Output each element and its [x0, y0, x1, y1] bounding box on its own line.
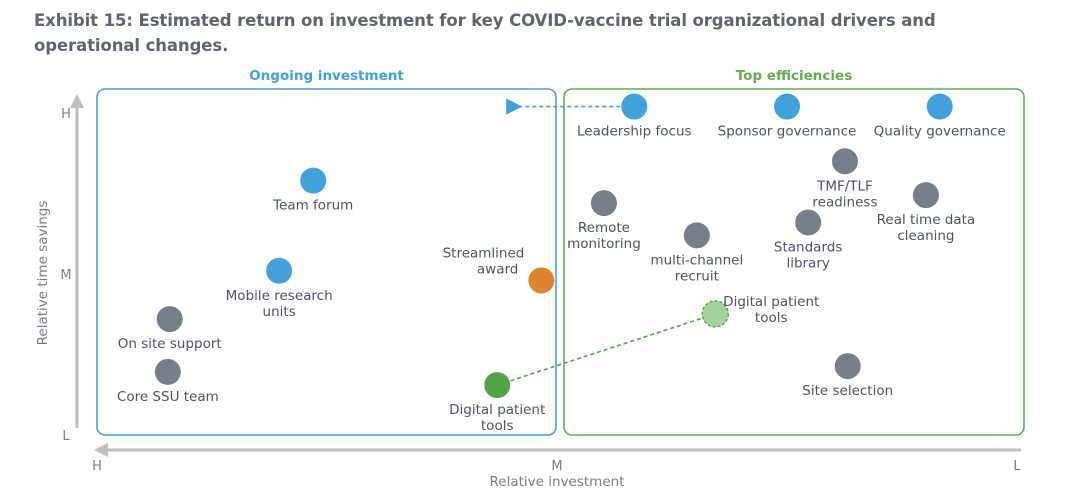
- label-line: Remote: [578, 220, 630, 236]
- label-line: Team forum: [272, 198, 353, 214]
- point-multi-channel-recruit: [683, 222, 710, 249]
- label-line: Streamlined: [443, 245, 525, 261]
- label-line: Leadership focus: [577, 124, 692, 140]
- label-line: cleaning: [897, 228, 954, 244]
- y-axis-arrowhead: [70, 94, 84, 108]
- label-streamlined-award: Streamlined award: [443, 245, 525, 277]
- label-line: tools: [481, 418, 514, 434]
- label-line: Site selection: [802, 383, 893, 399]
- label-multi-channel-recruit: multi-channel recruit: [650, 252, 743, 284]
- y-axis-title: Relative time savings: [35, 201, 51, 346]
- y-tick-H: H: [61, 107, 71, 122]
- zone-title-top-efficiencies: Top efficiencies: [736, 68, 852, 84]
- label-core-ssu-team: Core SSU team: [117, 389, 219, 405]
- label-line: tools: [755, 310, 788, 326]
- x-tick-M: M: [551, 459, 562, 474]
- point-standards-library: [795, 209, 822, 236]
- label-standards-library: Standards library: [774, 239, 842, 271]
- label-quality-governance: Quality governance: [874, 124, 1006, 140]
- zone-title-ongoing-investment: Ongoing investment: [249, 68, 404, 84]
- label-on-site-support: On site support: [118, 336, 222, 352]
- digital-tools-shift-line: [496, 313, 716, 386]
- point-digital-patient-tools: [484, 372, 511, 399]
- x-tick-L: L: [1013, 459, 1021, 474]
- x-tick-H: H: [92, 459, 102, 474]
- x-axis-arrowhead: [94, 443, 108, 457]
- label-line: readiness: [812, 194, 877, 210]
- label-line: library: [786, 255, 829, 271]
- point-core-ssu-team: [154, 358, 181, 385]
- label-tmf-tlf-readiness: TMF/TLF readiness: [812, 178, 877, 210]
- label-line: Real time data: [877, 212, 976, 228]
- label-line: Quality governance: [874, 124, 1006, 140]
- label-line: monitoring: [567, 236, 641, 252]
- point-team-forum: [300, 167, 327, 194]
- point-tmf-tlf-readiness: [831, 148, 858, 175]
- label-digital-patient-tools: Digital patient tools: [449, 402, 545, 434]
- label-line: Digital patient: [723, 294, 819, 310]
- label-digital-patient-tools-projected: Digital patient tools: [723, 294, 819, 326]
- point-site-selection: [834, 353, 861, 380]
- label-mobile-research-units: Mobile research units: [226, 288, 333, 320]
- label-leadership-focus: Leadership focus: [577, 124, 692, 140]
- label-line: award: [477, 261, 518, 277]
- label-line: Core SSU team: [117, 389, 219, 405]
- label-line: On site support: [118, 336, 222, 352]
- point-digital-patient-tools-projected: [701, 300, 729, 328]
- label-line: TMF/TLF: [816, 178, 873, 194]
- point-mobile-research-units: [266, 257, 293, 284]
- point-real-time-data-cleaning: [912, 182, 939, 209]
- y-tick-M: M: [60, 268, 71, 283]
- point-streamlined-award: [528, 267, 555, 294]
- label-line: units: [263, 304, 296, 320]
- label-line: recruit: [675, 268, 719, 284]
- point-leadership-focus: [621, 93, 648, 120]
- y-tick-L: L: [62, 429, 70, 444]
- exhibit-title: Exhibit 15: Estimated return on investme…: [34, 11, 936, 55]
- point-sponsor-governance: [774, 93, 800, 120]
- label-team-forum: Team forum: [272, 198, 353, 214]
- label-line: Standards: [774, 239, 842, 255]
- label-remote-monitoring: Remote monitoring: [567, 220, 641, 252]
- label-line: Digital patient: [449, 402, 545, 418]
- label-site-selection: Site selection: [802, 383, 893, 399]
- point-quality-governance: [926, 93, 953, 120]
- zone-box-top-efficiencies: [563, 88, 1025, 436]
- label-real-time-data-cleaning: Real time data cleaning: [877, 212, 976, 244]
- label-line: Mobile research: [226, 288, 333, 304]
- x-axis-title: Relative investment: [490, 474, 625, 490]
- zone-box-ongoing-investment: [96, 88, 557, 436]
- point-on-site-support: [156, 306, 183, 333]
- label-line: Sponsor governance: [718, 124, 857, 140]
- label-line: multi-channel: [650, 252, 743, 268]
- label-sponsor-governance: Sponsor governance: [718, 124, 857, 140]
- point-remote-monitoring: [590, 190, 617, 217]
